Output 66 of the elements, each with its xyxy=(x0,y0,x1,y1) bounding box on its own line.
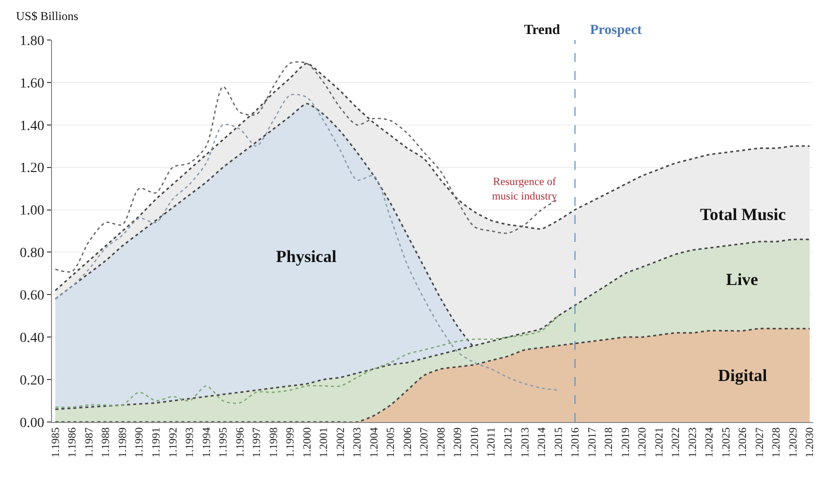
y-tick-label: 1.80 xyxy=(20,34,44,49)
x-tick-label: 1.1987 xyxy=(83,426,96,458)
x-tick-label: 1.1997 xyxy=(251,426,264,458)
annotation: Resurgence of music industry xyxy=(492,176,558,202)
x-tick-label: 1.2026 xyxy=(737,426,750,458)
y-tick-label: 1.00 xyxy=(20,204,44,219)
y-axis-title: US$ Billions xyxy=(16,9,79,23)
x-tick-label: 1.1998 xyxy=(268,426,280,458)
x-tick-label: 1.2010 xyxy=(468,426,481,458)
x-tick-label: 1.2007 xyxy=(418,426,431,458)
x-tick-label: 1.1985 xyxy=(50,426,62,458)
x-tick-label: 1.2004 xyxy=(368,426,380,458)
x-tick-label: 1.2012 xyxy=(502,427,515,458)
y-tick-label: 1.60 xyxy=(20,76,44,92)
x-tick-label: 1.2013 xyxy=(519,426,532,458)
x-tick-label: 1.2005 xyxy=(385,426,398,458)
y-tick-label: 0.00 xyxy=(20,416,44,431)
x-tick-label: 1.2024 xyxy=(704,426,716,458)
x-tick-label: 1.1995 xyxy=(218,426,230,458)
series-label: Total Music xyxy=(700,205,786,224)
x-tick-label: 1.1994 xyxy=(200,426,213,458)
series-label: Physical xyxy=(276,247,337,266)
x-tick-label: 1.2011 xyxy=(486,427,498,458)
x-tick-label: 1.2028 xyxy=(770,426,783,458)
x-tick-label: 1.2029 xyxy=(787,426,800,458)
x-tick-label: 1.1999 xyxy=(284,426,297,458)
x-tick-label: 1.1988 xyxy=(100,426,112,458)
x-tick-label: 1.2027 xyxy=(754,426,766,458)
text: Trend xyxy=(524,23,560,38)
x-tick-label: 1.2017 xyxy=(586,426,598,458)
x-tick-label: 1.2030 xyxy=(804,426,816,458)
x-tick-label: 1.2023 xyxy=(686,426,699,458)
x-tick-label: 1.2001 xyxy=(318,427,330,458)
x-tick-label: 1.2022 xyxy=(670,427,682,458)
x-tick-label: 1.2002 xyxy=(334,427,347,458)
x-tick-label: 1.2019 xyxy=(620,426,632,458)
line-series xyxy=(54,94,559,391)
series-label: Digital xyxy=(718,366,768,385)
y-tick-label: 0.60 xyxy=(20,288,44,304)
x-tick-label: 1.2025 xyxy=(720,426,732,458)
x-tick-label: 1.1996 xyxy=(234,426,246,458)
x-tick-label: 1.2016 xyxy=(570,426,582,458)
x-tick-label: 1.2020 xyxy=(636,426,649,458)
x-tick-label: 1.2021 xyxy=(653,427,666,458)
y-tick-label: 0.40 xyxy=(20,331,44,346)
x-tick-label: 1.1991 xyxy=(150,427,163,458)
y-tick-label: 1.20 xyxy=(20,161,44,176)
y-tick-label: 0.80 xyxy=(20,246,44,262)
x-tick-label: 1.2006 xyxy=(402,426,414,458)
x-tick-label: 1.2014 xyxy=(536,426,548,458)
x-tick-label: 1.1989 xyxy=(116,426,129,458)
x-tick-label: 1.1990 xyxy=(134,426,146,458)
x-tick-label: 1.2000 xyxy=(301,426,314,458)
x-tick-label: 1.2009 xyxy=(452,426,464,458)
x-tick-label: 1.2015 xyxy=(552,426,565,458)
x-tick-label: 1.1992 xyxy=(167,427,180,458)
x-tick-label: 1.2003 xyxy=(352,426,364,458)
x-tick-label: 1.1993 xyxy=(184,426,196,458)
line-series xyxy=(54,315,559,408)
series-label: Live xyxy=(726,270,759,289)
text: Prospect xyxy=(590,23,642,38)
x-tick-label: 1.1986 xyxy=(66,426,79,458)
y-tick-label: 0.20 xyxy=(20,373,44,388)
x-tick-label: 1.2018 xyxy=(603,426,616,458)
y-tick-label: 1.40 xyxy=(20,118,44,134)
x-tick-label: 1.2008 xyxy=(435,426,448,458)
